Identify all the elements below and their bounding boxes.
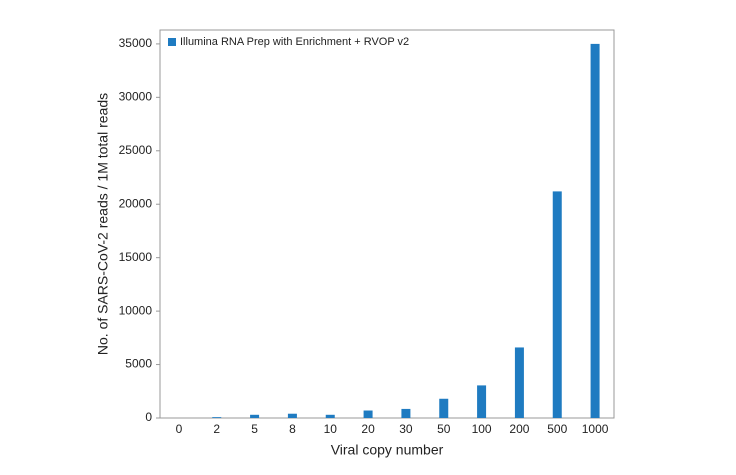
y-tick-label: 20000: [119, 196, 153, 210]
bar: [401, 408, 411, 418]
x-tick-label: 0: [176, 422, 183, 436]
x-tick-label: 50: [437, 422, 451, 436]
legend-swatch: [168, 38, 176, 46]
x-axis-title: Viral copy number: [331, 442, 444, 458]
bar: [514, 347, 524, 418]
bar: [552, 191, 562, 418]
plot-frame: [159, 29, 615, 419]
x-tick-label: 200: [509, 422, 529, 436]
y-tick-label: 35000: [119, 36, 153, 50]
x-tick-label: 30: [399, 422, 413, 436]
y-tick-label: 30000: [119, 90, 153, 104]
y-tick-label: 0: [145, 410, 152, 424]
bar: [212, 417, 222, 418]
x-tick-label: 5: [251, 422, 258, 436]
y-tick-label: 10000: [119, 303, 153, 317]
x-tick-label: 500: [547, 422, 567, 436]
x-tick-label: 100: [472, 422, 492, 436]
x-tick-label: 20: [361, 422, 375, 436]
y-tick-label: 15000: [119, 250, 153, 264]
bar: [250, 414, 260, 418]
y-tick-label: 5000: [125, 357, 152, 371]
bar: [590, 43, 600, 418]
bar: [287, 413, 297, 418]
y-tick-label: 25000: [119, 143, 153, 157]
x-tick-label: 1000: [582, 422, 609, 436]
y-axis-title: No. of SARS-CoV-2 reads / 1M total reads: [95, 93, 111, 355]
bar: [325, 414, 335, 418]
legend-label: Illumina RNA Prep with Enrichment + RVOP…: [180, 36, 409, 48]
bar: [477, 385, 487, 418]
x-tick-label: 8: [289, 422, 296, 436]
bar: [363, 410, 373, 418]
x-tick-label: 2: [213, 422, 220, 436]
bar: [439, 398, 449, 418]
x-tick-label: 10: [324, 422, 338, 436]
